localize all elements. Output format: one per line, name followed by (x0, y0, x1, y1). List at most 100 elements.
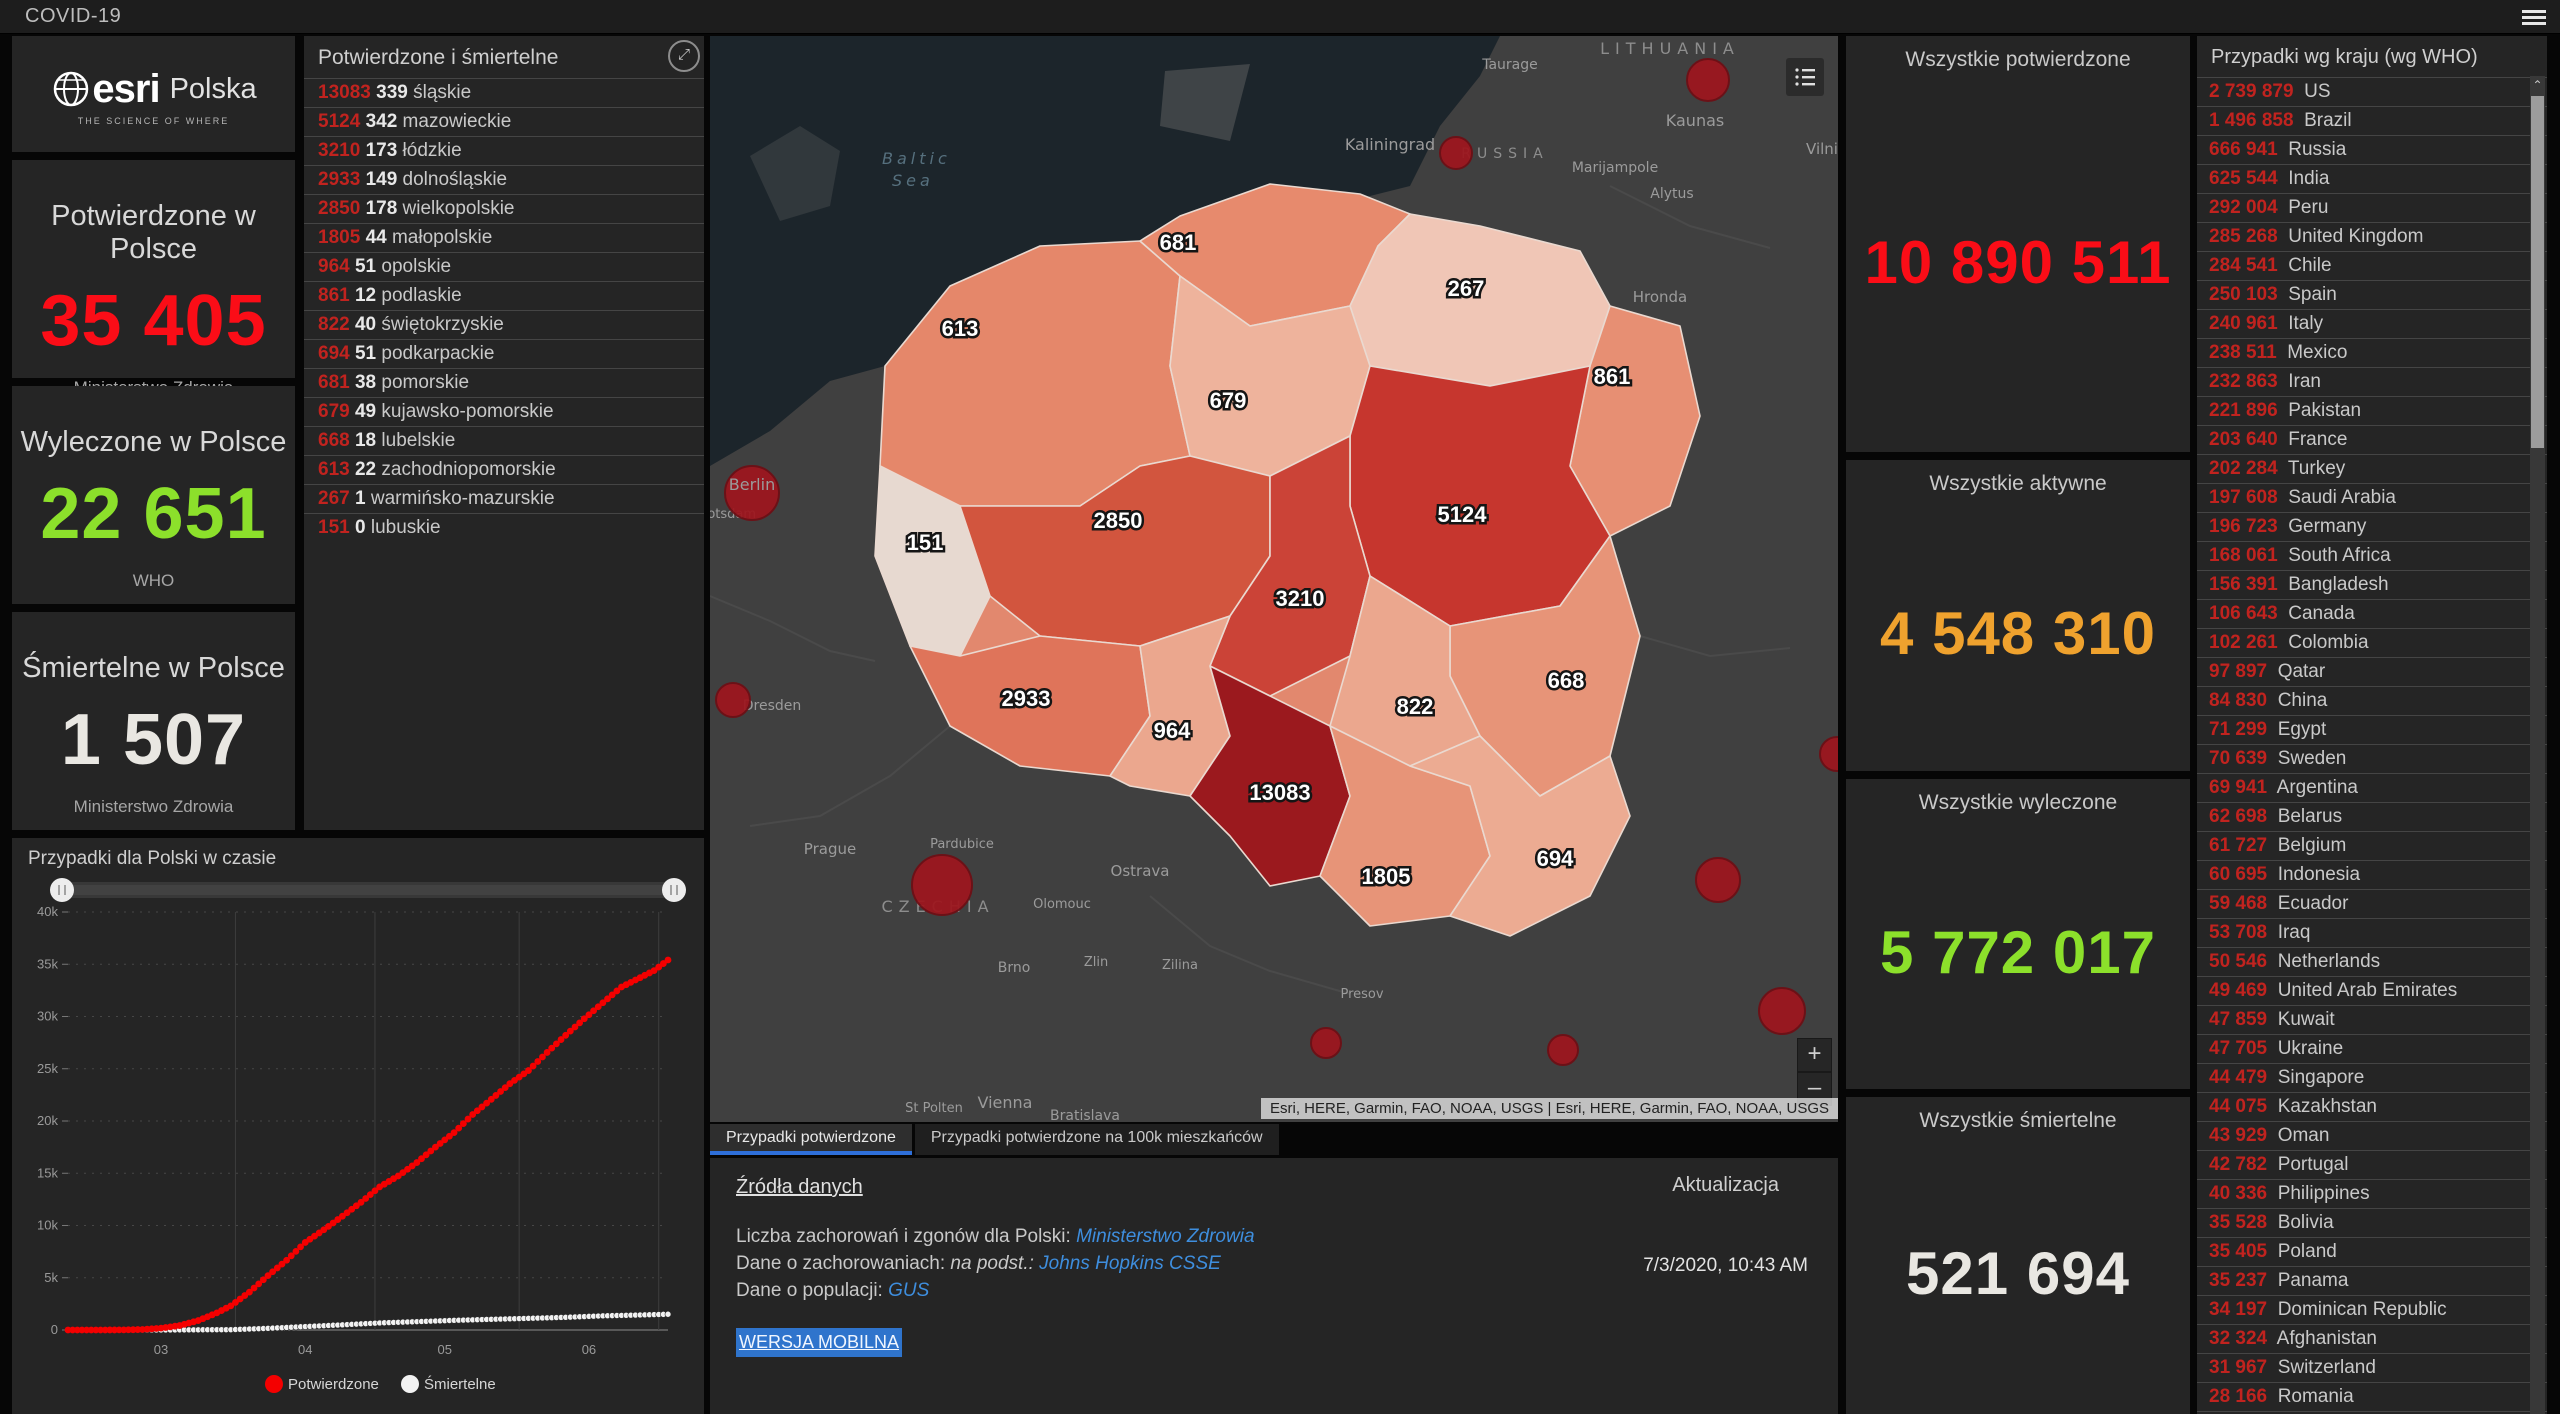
data-dot-Potwierdzone (487, 1095, 495, 1103)
map-legend-icon[interactable] (1786, 58, 1824, 96)
country-row[interactable]: 43 929 Oman (2197, 1121, 2547, 1150)
country-row[interactable]: 27 837 Bahrain (2197, 1411, 2547, 1414)
country-row[interactable]: 97 897 Qatar (2197, 657, 2547, 686)
slider-handle-left[interactable] (50, 878, 74, 902)
country-row[interactable]: 240 961 Italy (2197, 309, 2547, 338)
voivodeship-row[interactable]: 694 51 podkarpackie (304, 339, 704, 368)
country-row[interactable]: 35 528 Bolivia (2197, 1208, 2547, 1237)
map-tab-1[interactable]: Przypadki potwierdzone na 100k mieszkańc… (914, 1124, 1279, 1155)
country-row[interactable]: 69 941 Argentina (2197, 773, 2547, 802)
voivodeship-row[interactable]: 681 38 pomorskie (304, 368, 704, 397)
country-row[interactable]: 35 405 Poland (2197, 1237, 2547, 1266)
expand-icon[interactable]: ⤢ (668, 40, 700, 72)
country-row[interactable]: 49 469 United Arab Emirates (2197, 976, 2547, 1005)
country-row[interactable]: 292 004 Peru (2197, 193, 2547, 222)
legend-swatch[interactable] (401, 1375, 419, 1393)
legend-label[interactable]: Potwierdzone (288, 1376, 379, 1393)
slider-handle-right[interactable] (662, 878, 686, 902)
voivodeship-row[interactable]: 5124 342 mazowieckie (304, 107, 704, 136)
country-row[interactable]: 102 261 Colombia (2197, 628, 2547, 657)
country-row[interactable]: 53 708 Iraq (2197, 918, 2547, 947)
voivodeship-row[interactable]: 861 12 podlaskie (304, 281, 704, 310)
country-row[interactable]: 47 705 Ukraine (2197, 1034, 2547, 1063)
hamburger-menu-icon[interactable] (2522, 7, 2548, 27)
country-row[interactable]: 42 782 Portugal (2197, 1150, 2547, 1179)
scrollbar-thumb[interactable] (2531, 96, 2544, 448)
case-bubble[interactable] (1819, 736, 1838, 772)
region-łódzkie[interactable] (1209, 435, 1371, 697)
case-bubble[interactable] (1758, 987, 1806, 1035)
country-row[interactable]: 35 237 Panama (2197, 1266, 2547, 1295)
country-row[interactable]: 84 830 China (2197, 686, 2547, 715)
voivodeship-row[interactable]: 2933 149 dolnośląskie (304, 165, 704, 194)
country-row[interactable]: 32 324 Afghanistan (2197, 1324, 2547, 1353)
legend-label[interactable]: Śmiertelne (424, 1375, 496, 1393)
voivodeship-row[interactable]: 1805 44 małopolskie (304, 223, 704, 252)
case-bubble[interactable] (1695, 857, 1741, 903)
country-row[interactable]: 61 727 Belgium (2197, 831, 2547, 860)
voivodeship-row[interactable]: 822 40 świętokrzyskie (304, 310, 704, 339)
case-bubble[interactable] (1686, 58, 1730, 102)
country-row[interactable]: 238 511 Mexico (2197, 338, 2547, 367)
country-row[interactable]: 106 643 Canada (2197, 599, 2547, 628)
region-value-label: 13083 (1249, 780, 1310, 805)
country-row[interactable]: 2 739 879 US (2197, 77, 2547, 106)
country-row[interactable]: 203 640 France (2197, 425, 2547, 454)
country-row[interactable]: 284 541 Chile (2197, 251, 2547, 280)
country-row[interactable]: 44 479 Singapore (2197, 1063, 2547, 1092)
country-row[interactable]: 47 859 Kuwait (2197, 1005, 2547, 1034)
voivodeship-row[interactable]: 2850 178 wielkopolskie (304, 194, 704, 223)
country-row[interactable]: 285 268 United Kingdom (2197, 222, 2547, 251)
legend-swatch[interactable] (265, 1375, 283, 1393)
case-bubble[interactable] (1439, 136, 1473, 170)
voivodeship-row[interactable]: 267 1 warmińsko-mazurskie (304, 484, 704, 513)
country-row[interactable]: 168 061 South Africa (2197, 541, 2547, 570)
voivodeship-row[interactable]: 613 22 zachodniopomorskie (304, 455, 704, 484)
country-row[interactable]: 70 639 Sweden (2197, 744, 2547, 773)
country-row[interactable]: 202 284 Turkey (2197, 454, 2547, 483)
voivodeship-row[interactable]: 151 0 lubuskie (304, 513, 704, 542)
mobile-version-link[interactable]: WERSJA MOBILNA (736, 1328, 903, 1357)
map-tab-0[interactable]: Przypadki potwierdzone (710, 1124, 912, 1155)
voivodeship-row[interactable]: 13083 339 śląskie (304, 78, 704, 107)
voivodeship-row[interactable]: 3210 173 łódzkie (304, 136, 704, 165)
country-row[interactable]: 62 698 Belarus (2197, 802, 2547, 831)
map-panel[interactable]: BalticSeaLITHUANIACZECHIARUSSIATaurageKa… (710, 36, 1838, 1122)
country-row[interactable]: 50 546 Netherlands (2197, 947, 2547, 976)
region-podkarpackie[interactable] (1409, 735, 1631, 937)
case-bubble[interactable] (1310, 1027, 1342, 1059)
country-row[interactable]: 1 496 858 Brazil (2197, 106, 2547, 135)
voivodeship-row[interactable]: 964 51 opolskie (304, 252, 704, 281)
case-bubble[interactable] (1547, 1034, 1579, 1066)
zoom-in-button[interactable]: + (1797, 1038, 1832, 1072)
country-row[interactable]: 40 336 Philippines (2197, 1179, 2547, 1208)
country-row[interactable]: 196 723 Germany (2197, 512, 2547, 541)
case-bubble[interactable] (911, 854, 973, 916)
voivodeship-row[interactable]: 668 18 lubelskie (304, 426, 704, 455)
country-row[interactable]: 71 299 Egypt (2197, 715, 2547, 744)
link-gus[interactable]: GUS (888, 1280, 930, 1301)
country-row[interactable]: 232 863 Iran (2197, 367, 2547, 396)
link-johns-hopkins[interactable]: Johns Hopkins CSSE (1039, 1253, 1221, 1274)
country-row[interactable]: 59 468 Ecuador (2197, 889, 2547, 918)
poland-choropleth-map[interactable]: BalticSeaLITHUANIACZECHIARUSSIATaurageKa… (710, 36, 1838, 1122)
region-value-label: 613 (942, 316, 979, 341)
country-row[interactable]: 60 695 Indonesia (2197, 860, 2547, 889)
country-row[interactable]: 666 941 Russia (2197, 135, 2547, 164)
country-row[interactable]: 221 896 Pakistan (2197, 396, 2547, 425)
country-row[interactable]: 625 544 India (2197, 164, 2547, 193)
scroll-up-icon[interactable]: ⌃ (2532, 78, 2543, 92)
country-list-scrollbar[interactable]: ⌃ (2530, 76, 2545, 1414)
country-row[interactable]: 44 075 Kazakhstan (2197, 1092, 2547, 1121)
country-row[interactable]: 250 103 Spain (2197, 280, 2547, 309)
country-row[interactable]: 31 967 Switzerland (2197, 1353, 2547, 1382)
case-bubble[interactable] (724, 465, 780, 521)
country-row[interactable]: 28 166 Romania (2197, 1382, 2547, 1411)
country-row[interactable]: 156 391 Bangladesh (2197, 570, 2547, 599)
case-bubble[interactable] (715, 682, 751, 718)
voivodeship-row[interactable]: 679 49 kujawsko-pomorskie (304, 397, 704, 426)
country-row[interactable]: 197 608 Saudi Arabia (2197, 483, 2547, 512)
country-row[interactable]: 34 197 Dominican Republic (2197, 1295, 2547, 1324)
link-ministerstwo-zdrowia[interactable]: Ministerstwo Zdrowia (1076, 1226, 1255, 1247)
region-śląskie[interactable] (1189, 665, 1351, 887)
